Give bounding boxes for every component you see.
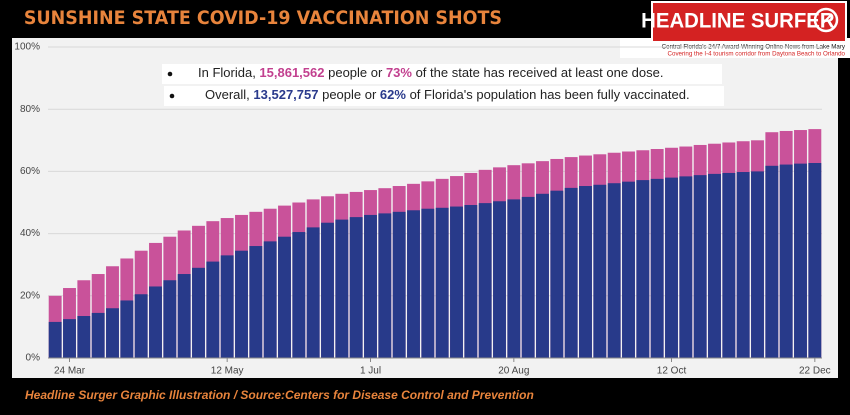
bar [464,204,478,358]
annotation-bg [164,86,724,106]
y-tick-label: 20% [20,290,40,301]
bar [736,172,750,358]
bar [607,183,621,358]
bar [106,308,119,358]
logo-icon [813,7,839,33]
bar [206,261,220,358]
bar [91,312,105,358]
bar [263,241,277,358]
annotation-part: In Florida, [198,65,259,80]
bar [77,316,91,358]
logo-icon [821,13,833,25]
bar [665,177,678,358]
x-tick-label: 20 Aug [498,366,529,377]
annotation-part: of the state has received at least one d… [412,65,664,80]
annotation-part: people or [318,87,379,102]
bar [708,173,721,358]
bar [392,211,406,358]
bar [407,210,420,358]
bar [163,280,177,358]
annotation-part: 62% [380,87,406,102]
annotation: In Florida, 15,861,562 people or 73% of … [198,65,663,80]
annotation-part: 13,527,757 [253,87,318,102]
bar [378,213,392,358]
plot: 0% 20% 40% 60% 80% 100% 24 Mar 12 May 1 Jul 20 Au… [14,42,830,377]
annotation: Overall, 13,527,757 people or 62% of Flo… [205,87,690,102]
bar [292,232,306,358]
bar [650,178,664,358]
bar [593,184,607,358]
bar [722,172,736,358]
x-tick-label: 12 May [211,366,244,377]
y-tick-label: 100% [14,42,40,53]
bar [48,321,62,358]
subtagline: Covering the I-4 tourism corridor from D… [668,51,846,58]
bar [220,255,234,358]
bar [765,165,779,358]
annotation-part: 73% [386,65,412,80]
logo-text: HEADLINE SURFER [641,9,834,32]
annotation-bg [162,64,722,84]
annotation-part: of Florida's population has been fully v… [406,87,690,102]
bar [134,294,148,358]
x-tick-label: 22 Dec [799,366,831,377]
y-tick-label: 60% [20,166,40,177]
bar [794,163,807,358]
y-tick-label: 0% [26,353,41,364]
bar [364,214,377,358]
bar [622,181,635,358]
x-tick-label: 24 Mar [54,366,86,377]
bar [235,250,248,358]
bar [636,180,650,358]
bar [693,175,707,358]
bar [564,187,578,358]
bar [149,286,162,358]
bar [120,300,134,358]
bar [63,319,76,358]
x-tick-label: 12 Oct [657,366,687,377]
y-tick-label: 80% [20,104,40,115]
x-tick-label: 1 Jul [360,366,381,377]
bar [278,236,291,358]
bar [177,274,191,358]
bar [421,208,435,358]
bar [349,217,363,358]
bar [579,186,592,358]
bar [435,207,449,358]
bar [679,176,693,358]
bar [521,196,535,358]
annotation-part: Overall, [205,87,253,102]
annotation-part: people or [325,65,386,80]
bar [321,222,334,358]
bar [493,201,506,358]
bar [808,163,822,358]
bar [507,199,521,358]
bar [450,206,463,358]
bar [779,164,793,358]
bar [751,171,764,358]
logo-box [651,1,847,43]
bar [335,219,349,358]
bullet [167,71,173,77]
bar [550,190,564,358]
page-title: SUNSHINE STATE COVID-19 VACCINATION SHOT… [24,8,502,30]
bar [478,203,492,358]
bar [249,246,263,358]
bullet [169,93,175,99]
bar [306,227,320,358]
annotation-part: 15,861,562 [259,65,324,80]
y-tick-label: 40% [20,228,40,239]
bar [536,193,549,358]
footer: Headline Surger Graphic Illustration / S… [25,388,534,402]
bar [192,267,205,358]
